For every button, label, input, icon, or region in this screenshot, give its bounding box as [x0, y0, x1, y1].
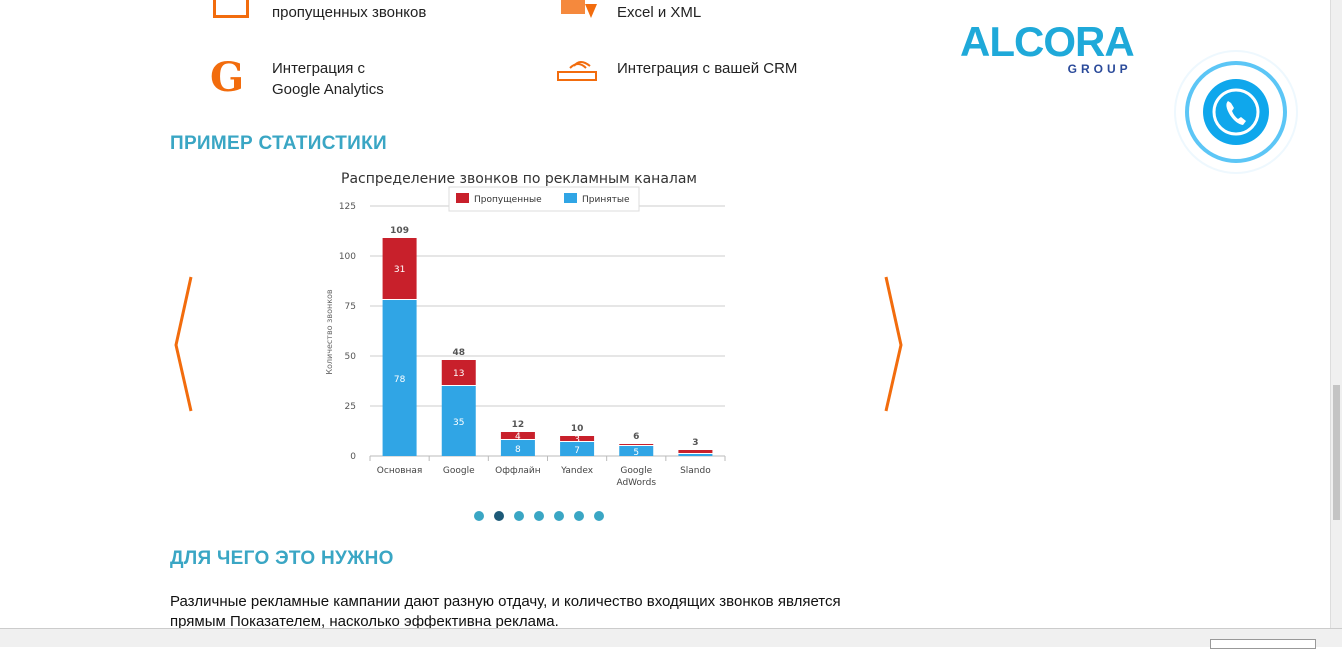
y-axis-label: Количество звонков — [325, 289, 334, 375]
feature-google-analytics: Интеграция с Google Analytics — [272, 58, 384, 100]
legend-accepted[interactable]: Принятые — [582, 195, 630, 205]
data-label-missed: 3 — [574, 435, 580, 445]
x-tick-label: Оффлайн — [495, 466, 541, 476]
total-label: 10 — [571, 424, 584, 434]
carousel-dot[interactable] — [574, 511, 584, 521]
envelope-icon — [213, 0, 249, 18]
carousel-dot[interactable] — [594, 511, 604, 521]
data-label-accepted: 35 — [453, 418, 464, 428]
x-tick-label: Google — [620, 466, 652, 476]
bar-accepted[interactable] — [500, 440, 535, 456]
bar-missed[interactable] — [560, 436, 595, 441]
feature-line: Google Analytics — [272, 81, 384, 98]
x-tick-label: AdWords — [616, 478, 656, 488]
alcora-logo[interactable]: ALCORA GROUP — [960, 18, 1135, 77]
carousel-dot[interactable] — [494, 511, 504, 521]
vertical-scrollbar[interactable] — [1330, 0, 1342, 628]
paragraph-line: прямым Показателем, насколько эффективна… — [170, 613, 559, 630]
carousel-dot[interactable] — [514, 511, 524, 521]
legend-swatch-missed — [456, 193, 469, 203]
y-tick-label: 125 — [339, 202, 356, 212]
bar-accepted[interactable] — [441, 386, 476, 456]
paragraph-line: Различные рекламные кампании дают разную… — [170, 593, 841, 610]
scrollbar-thumb[interactable] — [1333, 385, 1340, 520]
stats-title: ПРИМЕР СТАТИСТИКИ — [170, 133, 387, 154]
data-label-accepted: 8 — [515, 445, 521, 455]
carousel-dot[interactable] — [534, 511, 544, 521]
legend-missed[interactable]: Пропущенные — [474, 195, 542, 205]
bottom-bar-button[interactable] — [1210, 639, 1316, 649]
x-tick-label: Slando — [680, 466, 711, 476]
data-label-accepted: 5 — [633, 448, 639, 458]
bar-missed[interactable] — [382, 238, 417, 299]
total-label: 12 — [512, 420, 525, 430]
y-tick-label: 50 — [345, 352, 357, 362]
y-tick-label: 25 — [345, 402, 356, 412]
bar-accepted[interactable] — [619, 446, 654, 456]
feature-crm: Интеграция с вашей CRM — [617, 60, 798, 77]
bottom-bar — [0, 628, 1342, 649]
bar-accepted[interactable] — [382, 300, 417, 456]
x-tick-label: Основная — [377, 466, 423, 476]
total-label: 109 — [390, 226, 409, 236]
feature-line: Интеграция с — [272, 60, 366, 77]
data-label-missed: 31 — [394, 265, 405, 275]
table-export-icon — [561, 0, 597, 18]
feature-excel-xml: Excel и XML — [617, 4, 702, 21]
y-tick-label: 100 — [339, 252, 356, 262]
bar-missed[interactable] — [619, 444, 654, 445]
bar-accepted[interactable] — [678, 454, 713, 456]
legend-swatch-accepted — [564, 193, 577, 203]
bar-missed[interactable] — [500, 432, 535, 439]
why-title: ДЛЯ ЧЕГО ЭТО НУЖНО — [170, 548, 394, 569]
y-tick-label: 0 — [350, 452, 356, 462]
feature-missed-calls: пропущенных звонков — [272, 4, 427, 21]
x-tick-label: Google — [443, 466, 475, 476]
data-label-accepted: 78 — [394, 375, 406, 385]
total-label: 3 — [692, 438, 698, 448]
carousel-dot[interactable] — [474, 511, 484, 521]
chart-title: Распределение звонков по рекламным канал… — [341, 171, 697, 187]
total-label: 6 — [633, 432, 639, 442]
bar-accepted[interactable] — [560, 442, 595, 456]
carousel-dot[interactable] — [554, 511, 564, 521]
logo-main: ALCORA — [960, 18, 1135, 65]
bar-missed[interactable] — [441, 360, 476, 385]
google-icon: G — [210, 54, 245, 101]
data-label-missed: 4 — [515, 432, 521, 442]
data-label-accepted: 7 — [574, 446, 580, 456]
data-label-missed: 13 — [453, 369, 464, 379]
phone-icon — [1203, 79, 1269, 145]
why-paragraph: Различные рекламные кампании дают разную… — [170, 592, 841, 632]
x-tick-label: Yandex — [560, 466, 594, 476]
bar-missed[interactable] — [678, 450, 713, 453]
legend: Пропущенные Принятые — [448, 186, 640, 212]
crm-icon — [557, 61, 597, 81]
logo-sub: GROUP — [1067, 62, 1132, 76]
carousel-next-button[interactable] — [882, 275, 906, 415]
carousel-prev-button[interactable] — [172, 275, 196, 415]
calls-by-channel-chart: Распределение звонков по рекламным канал… — [325, 171, 726, 488]
y-tick-label: 75 — [345, 302, 356, 312]
callback-button[interactable] — [1174, 50, 1298, 174]
total-label: 48 — [452, 348, 465, 358]
